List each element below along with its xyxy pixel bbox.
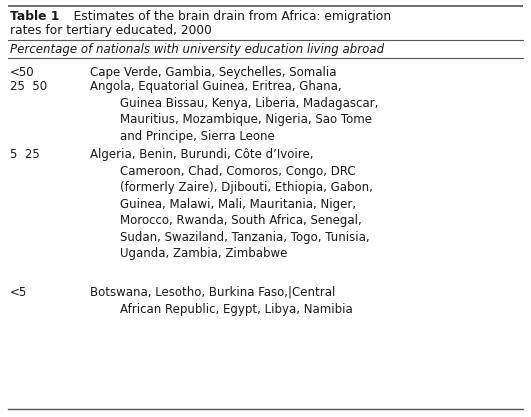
Text: Angola, Equatorial Guinea, Eritrea, Ghana,
        Guinea Bissau, Kenya, Liberia: Angola, Equatorial Guinea, Eritrea, Ghan…: [90, 80, 379, 143]
Text: Botswana, Lesotho, Burkina Faso,|Central
        African Republic, Egypt, Libya,: Botswana, Lesotho, Burkina Faso,|Central…: [90, 286, 353, 316]
Text: Estimates of the brain drain from Africa: emigration: Estimates of the brain drain from Africa…: [58, 10, 391, 23]
Text: Table 1: Table 1: [10, 10, 59, 23]
Text: 25  50: 25 50: [10, 80, 47, 93]
Text: Percentage of nationals with university education living abroad: Percentage of nationals with university …: [10, 43, 384, 56]
Text: Cape Verde, Gambia, Seychelles, Somalia: Cape Verde, Gambia, Seychelles, Somalia: [90, 66, 337, 79]
Text: 5  25: 5 25: [10, 148, 40, 161]
Text: <50: <50: [10, 66, 35, 79]
Text: rates for tertiary educated, 2000: rates for tertiary educated, 2000: [10, 24, 212, 37]
Text: <5: <5: [10, 286, 27, 299]
Text: Algeria, Benin, Burundi, Côte d’Ivoire,
        Cameroon, Chad, Comoros, Congo, : Algeria, Benin, Burundi, Côte d’Ivoire, …: [90, 148, 373, 260]
